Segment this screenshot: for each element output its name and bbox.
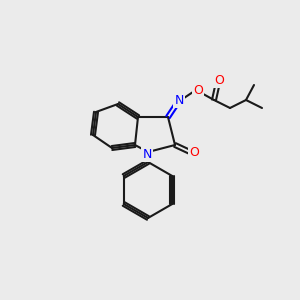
Text: O: O: [189, 146, 199, 160]
Text: N: N: [142, 148, 152, 160]
Text: O: O: [214, 74, 224, 86]
Text: N: N: [174, 94, 184, 106]
Text: O: O: [193, 85, 203, 98]
